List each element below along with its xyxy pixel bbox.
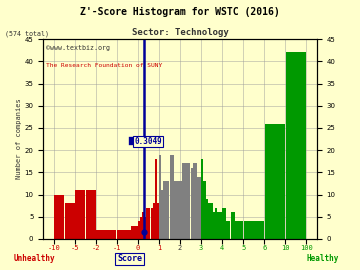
- Bar: [178, 181, 180, 239]
- Bar: [222, 208, 226, 239]
- Bar: [64, 203, 75, 239]
- Bar: [217, 212, 220, 239]
- Bar: [195, 163, 197, 239]
- Bar: [208, 203, 210, 239]
- Bar: [153, 203, 155, 239]
- Bar: [182, 163, 184, 239]
- Bar: [147, 208, 148, 239]
- Bar: [213, 212, 215, 239]
- Text: Unhealthy: Unhealthy: [13, 254, 55, 263]
- Y-axis label: Number of companies: Number of companies: [16, 99, 22, 180]
- Bar: [186, 163, 188, 239]
- Bar: [201, 159, 203, 239]
- Bar: [220, 212, 222, 239]
- Bar: [54, 195, 64, 239]
- Bar: [199, 177, 201, 239]
- Bar: [197, 177, 199, 239]
- Bar: [176, 181, 178, 239]
- Bar: [244, 221, 264, 239]
- Bar: [193, 163, 195, 239]
- Bar: [75, 190, 85, 239]
- Bar: [172, 155, 174, 239]
- Bar: [203, 181, 206, 239]
- Text: ©www.textbiz.org: ©www.textbiz.org: [46, 45, 110, 51]
- Bar: [161, 190, 163, 239]
- Bar: [157, 203, 159, 239]
- Text: The Research Foundation of SUNY: The Research Foundation of SUNY: [46, 63, 162, 68]
- Bar: [215, 208, 217, 239]
- Bar: [226, 221, 230, 239]
- Text: Z'-Score Histogram for WSTC (2016): Z'-Score Histogram for WSTC (2016): [80, 7, 280, 17]
- Text: Healthy: Healthy: [306, 254, 338, 263]
- Bar: [286, 52, 306, 239]
- Bar: [150, 208, 153, 239]
- Bar: [155, 159, 157, 239]
- Bar: [174, 181, 176, 239]
- Bar: [231, 212, 235, 239]
- Bar: [140, 217, 142, 239]
- Bar: [190, 168, 193, 239]
- Bar: [265, 123, 285, 239]
- Bar: [184, 163, 186, 239]
- Bar: [96, 230, 116, 239]
- Bar: [124, 230, 131, 239]
- Bar: [235, 221, 239, 239]
- Text: Score: Score: [117, 254, 142, 263]
- Bar: [144, 217, 146, 239]
- Text: (574 total): (574 total): [5, 31, 49, 37]
- Bar: [131, 226, 138, 239]
- Bar: [167, 181, 170, 239]
- Bar: [239, 221, 243, 239]
- Bar: [142, 212, 144, 239]
- Bar: [117, 230, 124, 239]
- Bar: [211, 203, 213, 239]
- Text: Sector: Technology: Sector: Technology: [132, 28, 228, 37]
- Bar: [165, 181, 167, 239]
- Bar: [159, 155, 161, 239]
- Bar: [180, 181, 182, 239]
- Bar: [163, 181, 165, 239]
- Bar: [148, 208, 150, 239]
- Bar: [206, 199, 208, 239]
- Bar: [138, 221, 140, 239]
- Bar: [86, 190, 95, 239]
- Bar: [170, 155, 171, 239]
- Bar: [189, 163, 190, 239]
- Text: 0.3049: 0.3049: [134, 137, 162, 146]
